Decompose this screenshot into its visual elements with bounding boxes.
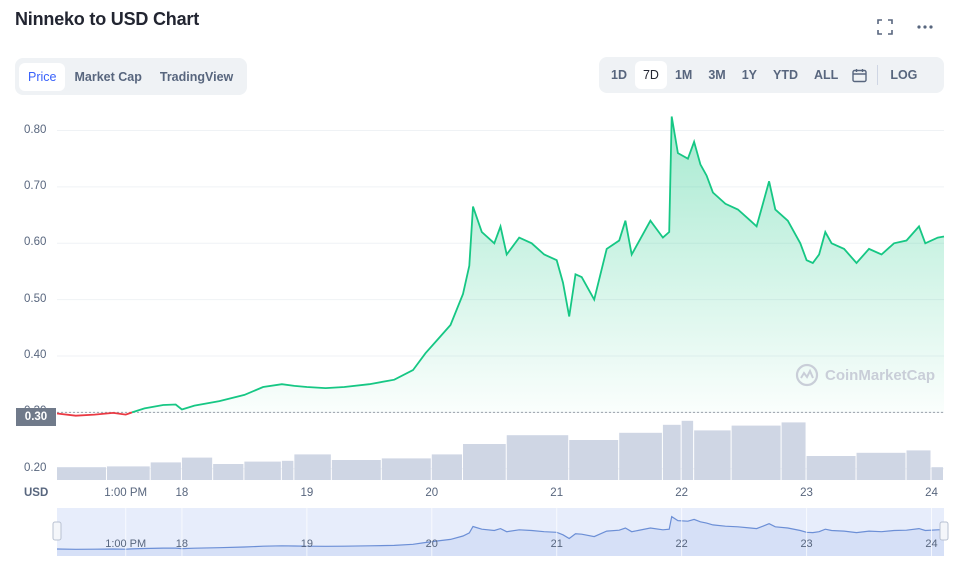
navigator-handle-right [939,521,949,541]
volume-bar [856,452,906,480]
navigator-label: 20 [425,538,438,550]
y-tick-label: 0.60 [24,236,47,249]
volume-bar [213,464,244,480]
page-title: Ninneko to USD Chart [15,9,200,29]
x-tick-label: 23 [800,487,813,499]
range-1m[interactable]: 1M [674,68,693,82]
range-divider [877,65,879,85]
x-tick-label: 1:00 PM [104,487,148,499]
x-tick-label: 19 [300,487,314,499]
volume-bar [806,456,856,480]
volume-bar [106,466,150,480]
volume-bar [150,462,181,480]
navigator-label: 21 [550,538,563,550]
calendar-icon[interactable] [846,61,873,89]
time-navigator [52,508,949,556]
price-line-down [56,411,133,417]
x-tick-label: 24 [925,487,938,499]
volume-bar [506,435,569,480]
volume-bar [244,461,281,480]
tab-market-cap[interactable]: Market Cap [74,69,142,84]
range-ytd[interactable]: YTD [773,68,799,82]
range-3m[interactable]: 3M [708,68,726,82]
log-toggle[interactable]: LOG [890,68,918,82]
y-tick-label: 0.50 [24,292,47,305]
y-tick-label: 0.20 [24,461,47,474]
navigator-label: 22 [675,538,688,550]
navigator-label: 23 [800,538,813,550]
chart-type-tabs: Price Market Cap TradingView [15,58,247,95]
volume-bar [931,467,943,480]
volume-bar [281,460,294,480]
navigator-label: 18 [175,538,189,550]
y-tick-label: 0.70 [24,179,47,192]
volume-bar [694,430,731,480]
y-tick-label: 0.40 [24,349,47,361]
volume-bar [906,450,931,480]
tab-price[interactable]: Price [19,62,66,91]
y-tick-label: 0.80 [24,123,47,136]
x-tick-label: 20 [425,487,439,499]
volume-bar [57,467,106,480]
volume-bar [431,454,463,480]
volume-bar [731,425,781,480]
range-all[interactable]: ALL [814,68,839,82]
more-icon[interactable] [913,15,937,39]
fullscreen-icon[interactable] [873,15,897,39]
coinmarketcap-watermark: CoinMarketCap [795,363,935,387]
volume-bar [181,457,213,480]
navigator-line [56,515,945,550]
navigator-label: 24 [925,538,938,550]
volume-bar [463,444,506,480]
range-1y[interactable]: 1Y [741,68,758,82]
navigator-label: 19 [300,538,313,550]
x-tick-label: 18 [175,487,189,499]
price-line-up [131,116,945,414]
navigator-handle-left [52,521,62,541]
volume-bar [294,454,331,480]
x-tick-label: 22 [675,487,689,499]
range-selector: 1D 7D 1M 3M 1Y YTD ALL LOG [599,57,944,93]
volume-bar [619,432,662,480]
range-7d[interactable]: 7D [634,61,667,89]
volume-bar [781,422,806,480]
x-tick-label: 21 [550,487,564,499]
coinmarketcap-logo-icon [795,363,819,387]
volume-bar [331,460,381,480]
current-price-tag: 0.30 [16,408,56,426]
currency-label: USD [24,487,49,499]
volume-bar [662,424,681,480]
volume-bar [381,458,431,480]
tab-tradingview[interactable]: TradingView [159,69,234,84]
watermark-text: CoinMarketCap [825,366,936,384]
volume-bar [681,420,694,480]
price-area [132,116,944,413]
volume-bar [569,440,619,480]
volume-bars [57,420,943,480]
range-1d[interactable]: 1D [611,68,627,82]
navigator-label: 1:00 PM [105,538,147,550]
